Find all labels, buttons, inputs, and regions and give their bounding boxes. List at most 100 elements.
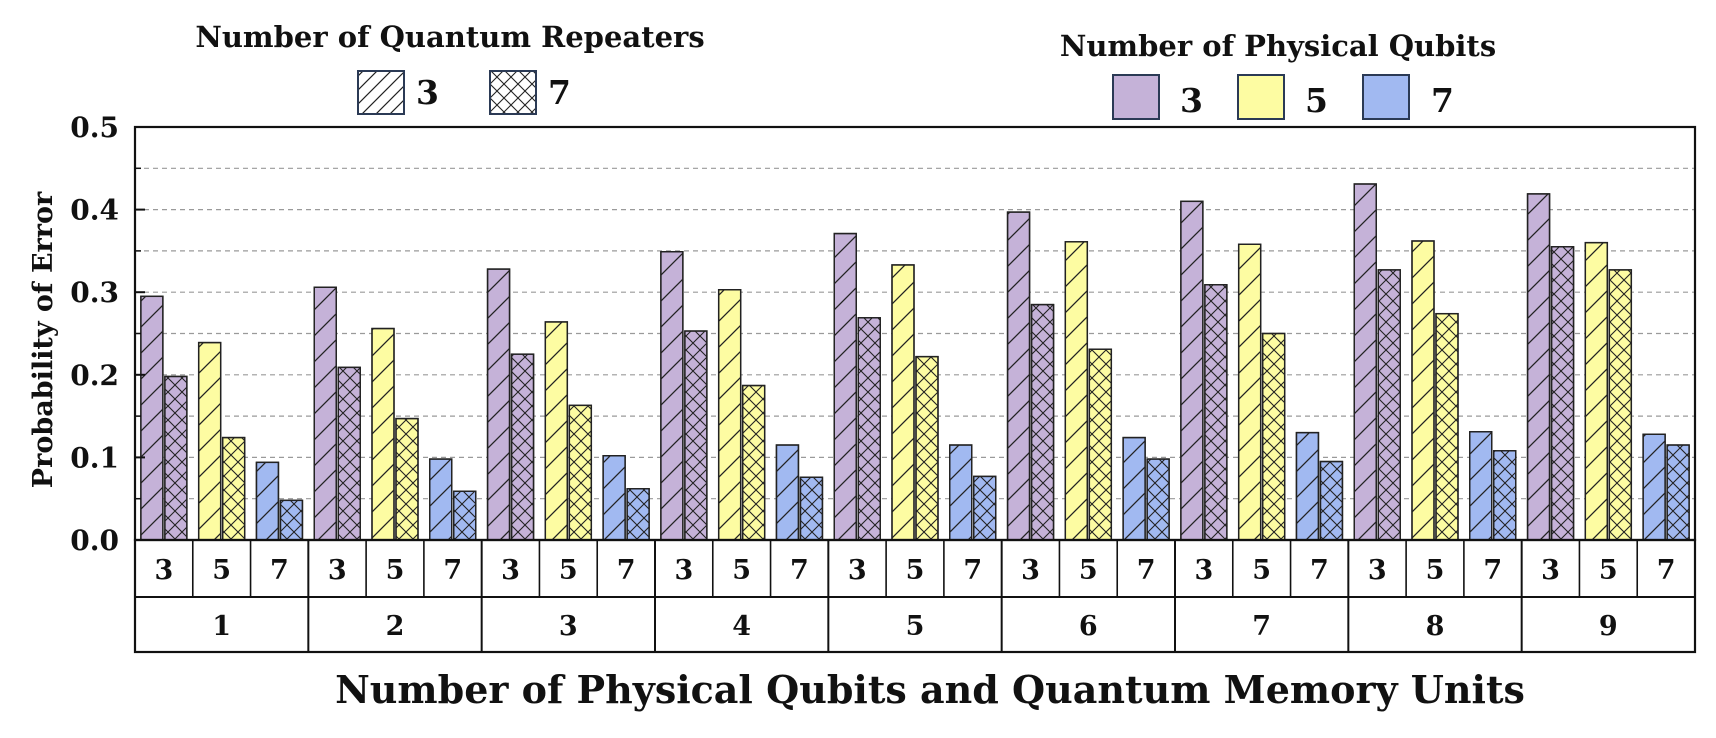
bar-hatch <box>279 499 304 541</box>
outer-category-label: 1 <box>212 611 231 642</box>
bar-hatch <box>1319 460 1344 541</box>
bar-hatch <box>660 251 684 541</box>
bar-hatch <box>1353 183 1377 541</box>
bar-hatch <box>568 404 593 541</box>
legend-label-qubits: 3 <box>1180 81 1203 120</box>
y-tick-label: 0.4 <box>70 194 119 227</box>
inner-category-label: 7 <box>1137 555 1156 586</box>
inner-category-label: 7 <box>270 555 289 586</box>
inner-category-label: 5 <box>1252 555 1271 586</box>
inner-category-label: 5 <box>1599 555 1618 586</box>
bar-hatch <box>626 488 650 541</box>
bar-hatch <box>1064 241 1089 541</box>
inner-category-label: 3 <box>328 555 347 586</box>
inner-category-label: 7 <box>443 555 462 586</box>
bar-hatch <box>1411 240 1435 541</box>
bar-hatch <box>371 327 395 541</box>
inner-category-label: 3 <box>1021 555 1040 586</box>
bar-hatch <box>197 341 222 541</box>
outer-category-label: 8 <box>1426 611 1445 642</box>
bar-hatch <box>395 417 419 541</box>
bars <box>140 183 1690 541</box>
outer-category-label: 3 <box>559 611 578 642</box>
outer-category-label: 9 <box>1599 611 1618 642</box>
bar-hatch <box>140 295 164 541</box>
legend-swatch-qubits <box>1112 74 1160 120</box>
legend-repeaters-title: Number of Quantum Repeaters <box>195 20 704 54</box>
inner-category-label: 5 <box>906 555 925 586</box>
y-tick-label: 0.1 <box>70 441 119 474</box>
inner-category-label: 7 <box>1310 555 1329 586</box>
outer-category-label: 6 <box>1079 611 1098 642</box>
bar-hatch <box>1237 243 1262 541</box>
bar-hatch <box>1295 431 1320 541</box>
y-tick-label: 0.3 <box>70 276 119 309</box>
bar-hatch <box>255 461 280 541</box>
legend-label-repeaters: 7 <box>548 73 571 112</box>
legend-label-qubits: 5 <box>1305 81 1328 120</box>
bar-hatch <box>1642 433 1666 541</box>
inner-category-label: 5 <box>732 555 751 586</box>
outer-category-label: 4 <box>732 611 751 642</box>
legend-swatch-qubits <box>1237 74 1285 120</box>
grid-lines <box>135 167 1695 500</box>
bar-hatch <box>891 264 915 541</box>
outer-category-label: 5 <box>906 611 925 642</box>
inner-category-label: 3 <box>154 555 173 586</box>
bar-hatch <box>1146 458 1170 541</box>
bar-hatch <box>453 490 477 541</box>
bar-hatch <box>1030 303 1055 541</box>
bar-hatch <box>1006 211 1031 541</box>
bar-hatch <box>684 330 708 541</box>
bar-hatch <box>1493 450 1517 541</box>
inner-category-label: 5 <box>1079 555 1098 586</box>
y-tick-label: 0.2 <box>70 359 119 392</box>
bar-hatch <box>313 286 337 541</box>
bar-hatch <box>1261 332 1286 541</box>
bar-hatch <box>486 268 511 541</box>
bar-hatch <box>164 375 188 541</box>
bar-hatch <box>833 232 857 541</box>
legend-label-qubits: 7 <box>1431 81 1454 120</box>
bar-hatch <box>337 366 361 541</box>
bar-hatch <box>1526 193 1551 541</box>
bar-hatch <box>799 476 824 541</box>
inner-category-label: 3 <box>501 555 520 586</box>
inner-category-label: 5 <box>212 555 231 586</box>
outer-category-label: 7 <box>1252 611 1271 642</box>
legend-swatch-qubits <box>1362 74 1410 120</box>
bar-hatch <box>1666 444 1690 541</box>
inner-category-label: 7 <box>963 555 982 586</box>
bar-hatch <box>1469 431 1493 541</box>
x-axis-label: Number of Physical Qubits and Quantum Me… <box>335 667 1525 712</box>
axes: 0.0 0.1 0.2 0.3 0.4 0.5 <box>70 111 1697 557</box>
y-tick-label: 0.0 <box>70 524 119 557</box>
legends: 3 7 3 5 7 <box>357 70 1454 120</box>
inner-category-label: 3 <box>1368 555 1387 586</box>
legend-swatch-hatch <box>489 70 537 115</box>
inner-category-label: 7 <box>1483 555 1502 586</box>
bar-hatch <box>1608 269 1633 541</box>
bar-hatch <box>973 475 997 541</box>
bar-hatch <box>1204 284 1228 541</box>
y-tick-label: 0.5 <box>70 111 119 144</box>
inner-category-label: 7 <box>617 555 636 586</box>
bar-hatch <box>1435 312 1459 541</box>
bar-hatch <box>1122 436 1146 541</box>
inner-category-label: 3 <box>848 555 867 586</box>
legend-qubits-title: Number of Physical Qubits <box>1060 29 1496 63</box>
bar-hatch <box>857 317 881 541</box>
bar-hatch <box>429 458 453 541</box>
bar-hatch <box>221 436 246 541</box>
inner-category-label: 7 <box>1657 555 1676 586</box>
bar-hatch <box>1088 348 1113 541</box>
bar-hatch <box>741 384 766 541</box>
bar-hatch <box>1180 200 1204 541</box>
bar-hatch <box>949 444 973 541</box>
legend-label-repeaters: 3 <box>416 73 439 112</box>
bar-hatch <box>775 444 800 541</box>
bar-hatch <box>510 353 535 541</box>
inner-category-label: 3 <box>1194 555 1213 586</box>
